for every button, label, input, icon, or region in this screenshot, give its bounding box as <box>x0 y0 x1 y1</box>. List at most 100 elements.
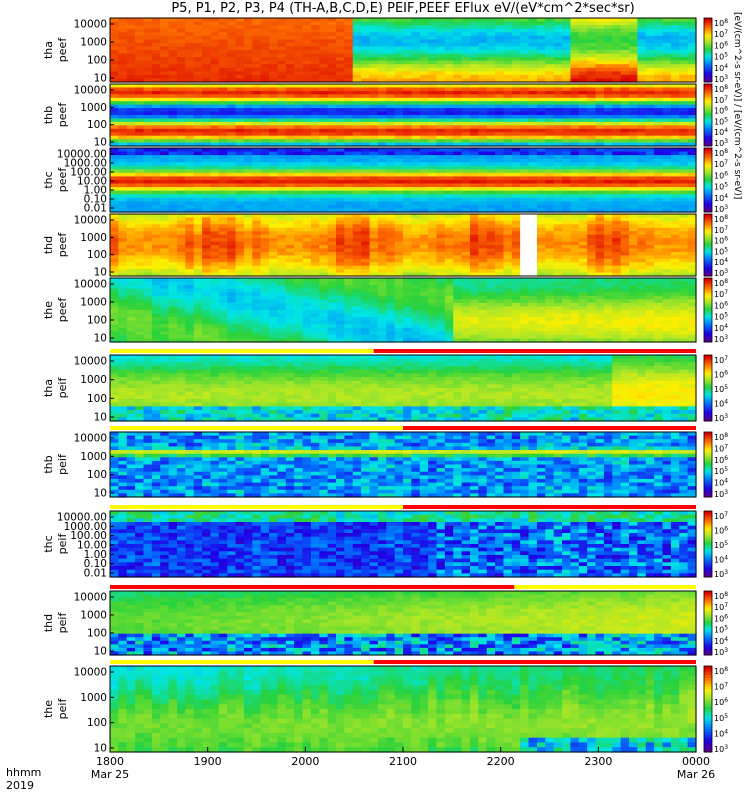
heat-cell <box>612 39 622 44</box>
heat-cell <box>344 148 354 153</box>
heat-cell <box>302 148 312 153</box>
heat-cell <box>428 78 438 83</box>
heat-cell <box>168 248 178 253</box>
heat-cell <box>520 272 530 277</box>
heat-cell <box>545 158 555 163</box>
heat-cell <box>520 132 530 137</box>
heat-cell <box>503 111 513 116</box>
heat-cell <box>528 101 538 106</box>
heat-cell <box>185 46 195 51</box>
heat-cell <box>394 148 404 153</box>
heat-cell <box>202 269 212 274</box>
heat-cell <box>578 272 588 277</box>
heat-cell <box>327 234 337 239</box>
heat-cell <box>243 42 253 48</box>
heat-cell <box>202 238 212 243</box>
heat-cell <box>486 176 496 181</box>
heat-cell <box>453 101 463 106</box>
heat-cell <box>361 101 371 106</box>
heat-cell <box>453 21 463 26</box>
heat-cell <box>294 57 304 62</box>
heat-cell <box>403 238 412 243</box>
heat-cell <box>536 165 546 170</box>
heat-cell <box>595 121 605 126</box>
heat-cell <box>428 272 438 277</box>
heat-cell <box>352 217 362 222</box>
heat-cell <box>151 208 161 213</box>
heat-cell <box>118 187 128 192</box>
heat-cell <box>126 50 136 55</box>
heat-cell <box>461 187 471 192</box>
heat-cell <box>436 148 446 153</box>
heat-cell <box>294 142 304 147</box>
heat-cell <box>645 139 655 144</box>
heat-cell <box>369 183 379 188</box>
heat-cell <box>210 118 220 123</box>
heat-cell <box>243 165 253 170</box>
heat-cell <box>252 139 262 144</box>
heat-cell <box>645 94 655 99</box>
heat-cell <box>495 97 505 102</box>
heat-cell <box>478 162 488 167</box>
heat-cell <box>495 25 505 30</box>
heat-cell <box>176 201 186 206</box>
heat-cell <box>444 115 454 120</box>
y-tick-label: 10000.00 <box>57 149 107 161</box>
heat-cell <box>269 118 279 123</box>
heat-cell <box>520 197 530 202</box>
heat-cell <box>553 67 563 72</box>
heat-cell <box>469 74 479 80</box>
heat-cell <box>210 132 220 137</box>
heat-cell <box>336 172 345 178</box>
heat-cell <box>536 272 546 277</box>
heat-cell <box>143 60 153 65</box>
heat-cell <box>645 42 655 48</box>
heat-cell <box>235 155 245 160</box>
heat-cell <box>411 25 421 30</box>
heat-cell <box>612 190 622 195</box>
heat-cell <box>553 227 563 232</box>
heat-cell <box>536 21 546 26</box>
heat-cell <box>503 50 513 55</box>
heat-cell <box>478 220 488 225</box>
heat-cell <box>444 60 454 65</box>
heat-cell <box>235 248 245 253</box>
heat-cell <box>260 231 270 236</box>
heat-cell <box>578 87 588 92</box>
heat-cell <box>176 64 186 69</box>
heat-cell <box>294 132 304 137</box>
heat-cell <box>294 46 304 51</box>
heat-cell <box>478 104 488 109</box>
heat-cell <box>352 258 362 263</box>
heat-cell <box>436 60 446 65</box>
heat-cell <box>176 46 186 51</box>
heat-cell <box>620 142 630 147</box>
heat-cell <box>243 71 253 76</box>
heat-cell <box>520 190 530 195</box>
heat-cell <box>243 78 253 83</box>
heat-cell <box>143 231 153 236</box>
heat-cell <box>319 201 329 206</box>
heat-cell <box>436 115 446 120</box>
heat-cell <box>160 57 170 62</box>
heat-cell <box>294 64 304 69</box>
heat-cell <box>176 176 186 181</box>
heat-cell <box>252 251 262 256</box>
heat-cell <box>310 172 320 178</box>
heat-cell <box>528 74 538 80</box>
heat-cell <box>352 201 362 206</box>
heat-cell <box>294 265 304 270</box>
heat-cell <box>570 87 580 92</box>
heat-cell <box>687 39 697 44</box>
heat-cell <box>503 183 513 188</box>
heat-cell <box>662 172 672 178</box>
heat-cell <box>570 231 580 236</box>
heat-cell <box>478 121 488 126</box>
heat-cell <box>352 67 362 72</box>
heat-cell <box>202 262 212 267</box>
heat-cell <box>110 64 119 69</box>
heat-cell <box>269 67 279 72</box>
heat-cell <box>595 57 605 62</box>
heat-cell <box>369 84 379 89</box>
